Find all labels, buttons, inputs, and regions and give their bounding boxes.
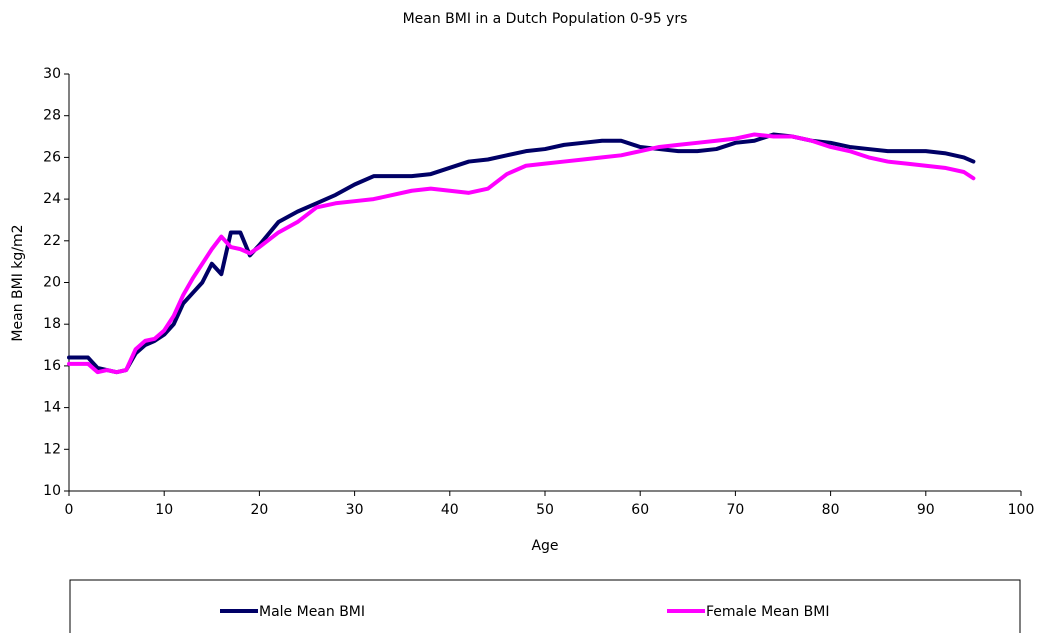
y-tick-label: 30 xyxy=(43,66,61,82)
y-tick-label: 22 xyxy=(43,233,61,249)
chart-title: Mean BMI in a Dutch Population 0-95 yrs xyxy=(403,11,688,27)
x-tick-label: 80 xyxy=(822,502,840,518)
series-line xyxy=(67,132,976,375)
legend-box xyxy=(69,579,1021,633)
x-tick-label: 90 xyxy=(917,502,935,518)
x-tick-label: 70 xyxy=(726,502,744,518)
x-tick-label: 30 xyxy=(346,502,364,518)
series-line xyxy=(67,132,976,375)
y-axis-label: Mean BMI kg/m2 xyxy=(10,224,26,341)
x-tick-label: 50 xyxy=(536,502,554,518)
x-axis-label: Age xyxy=(531,538,558,554)
legend-label: Male Mean BMI xyxy=(259,604,365,620)
legend-label: Female Mean BMI xyxy=(706,604,829,620)
y-tick-label: 16 xyxy=(43,358,61,374)
x-tick-label: 20 xyxy=(250,502,268,518)
y-tick-label: 26 xyxy=(43,149,61,165)
y-tick-label: 18 xyxy=(43,316,61,332)
x-tick-label: 100 xyxy=(1008,502,1035,518)
x-tick-label: 60 xyxy=(631,502,649,518)
x-tick-label: 10 xyxy=(155,502,173,518)
y-tick-label: 10 xyxy=(43,483,61,499)
y-tick-label: 24 xyxy=(43,191,61,207)
y-tick-label: 28 xyxy=(43,108,61,124)
y-tick-label: 14 xyxy=(43,400,61,416)
x-tick-label: 0 xyxy=(65,502,74,518)
y-tick-label: 20 xyxy=(43,275,61,291)
y-tick-label: 12 xyxy=(43,441,61,457)
x-tick-label: 40 xyxy=(441,502,459,518)
